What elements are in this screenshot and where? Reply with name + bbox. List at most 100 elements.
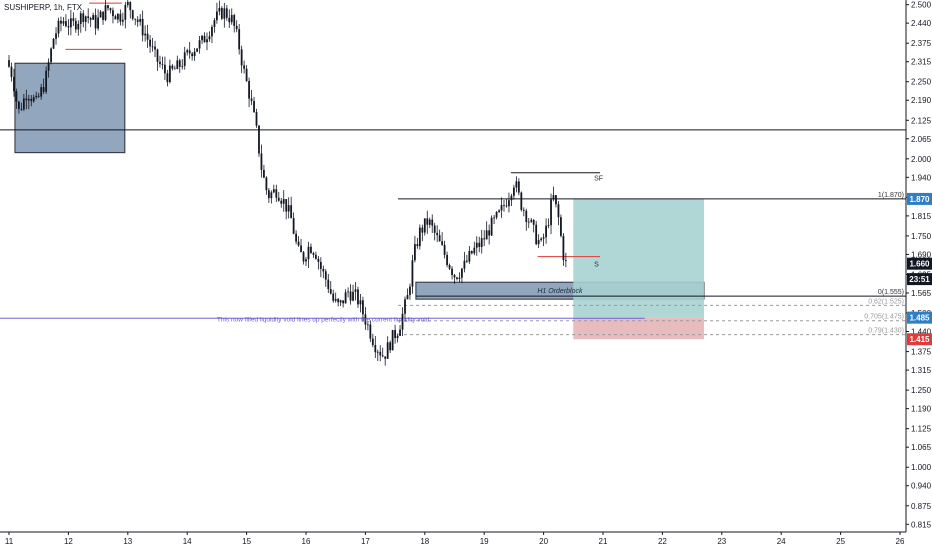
candle-body xyxy=(404,299,406,314)
price-tag-label: 1.485 xyxy=(909,314,930,323)
candle-body xyxy=(337,298,340,303)
candle-body xyxy=(65,21,67,27)
candle-body xyxy=(532,219,535,225)
candle-body xyxy=(418,227,421,247)
candle-body xyxy=(119,13,122,22)
time-tick-label: 24 xyxy=(777,537,786,546)
time-tick-label: 15 xyxy=(242,537,251,546)
candle-body xyxy=(267,190,270,199)
candle-body xyxy=(230,15,233,23)
symbol-header: SUSHIPERP, 1h, FTX xyxy=(4,3,83,12)
price-tick-label: 1.375 xyxy=(911,348,932,357)
candle-body xyxy=(77,23,80,30)
candle-body xyxy=(22,98,25,110)
candle-body xyxy=(245,68,248,82)
candle-body xyxy=(319,261,322,269)
candle-body xyxy=(263,169,265,178)
candle-body xyxy=(448,264,451,269)
candle-body xyxy=(218,8,221,12)
candle-body xyxy=(426,218,429,225)
candle-body xyxy=(8,60,10,67)
candle-body xyxy=(461,268,463,278)
levels-layer xyxy=(0,2,906,336)
candle-body xyxy=(193,51,196,57)
candle-body xyxy=(42,87,45,92)
price-tag-label: 1.660 xyxy=(909,260,930,269)
candle-body xyxy=(347,291,349,293)
labels-layer: H1 Orderblock 1(1.870) 0(1.555) 0.62(1.525)… xyxy=(217,175,904,334)
candle-body xyxy=(305,259,307,262)
candle-body xyxy=(117,13,119,20)
candle-body xyxy=(67,26,70,28)
candle-body xyxy=(45,70,48,92)
candle-body xyxy=(339,300,342,303)
candle-body xyxy=(146,33,149,40)
candle-body xyxy=(144,33,147,36)
candle-body xyxy=(99,11,102,18)
candle-body xyxy=(500,204,503,211)
candle-body xyxy=(57,20,60,34)
candle-body xyxy=(10,66,13,77)
candle-body xyxy=(453,274,456,278)
candle-body xyxy=(141,18,144,36)
liquidity-void-note: This now filled liquidity void lines up … xyxy=(217,316,431,323)
candle-body xyxy=(391,330,394,351)
candle-body xyxy=(102,11,104,20)
time-axis-background xyxy=(0,532,932,550)
candle-body xyxy=(47,62,50,71)
candle-body xyxy=(203,35,206,43)
candle-body xyxy=(564,259,567,261)
candle-body xyxy=(129,1,132,11)
candle-body xyxy=(74,20,77,30)
candle-body xyxy=(183,52,186,66)
candle-body xyxy=(547,225,550,226)
time-tick-label: 20 xyxy=(539,537,548,546)
candles-layer xyxy=(8,0,567,366)
candle-body xyxy=(463,260,466,269)
candle-body xyxy=(386,342,389,359)
orderblock-zone xyxy=(14,62,126,154)
candle-body xyxy=(287,205,290,212)
candle-body xyxy=(164,64,166,74)
price-tick-label: 0.940 xyxy=(911,482,932,491)
candle-body xyxy=(260,153,263,170)
price-tag xyxy=(907,257,932,270)
time-tick-label: 25 xyxy=(836,537,845,546)
time-tick-label: 12 xyxy=(64,537,73,546)
candle-body xyxy=(37,95,40,97)
candle-body xyxy=(483,238,486,240)
price-tag-label: 1.870 xyxy=(909,195,930,204)
candle-body xyxy=(139,18,142,22)
candle-body xyxy=(208,36,211,40)
candle-body xyxy=(238,29,241,50)
time-tick-label: 14 xyxy=(183,537,192,546)
candle-body xyxy=(451,268,453,275)
annotation-label: SF xyxy=(594,175,603,182)
price-tag xyxy=(907,192,932,205)
candle-body xyxy=(495,211,498,218)
candle-body xyxy=(366,324,369,326)
candle-body xyxy=(513,187,515,196)
candle-body xyxy=(416,244,419,247)
price-tick-label: 2.250 xyxy=(911,78,932,87)
candle-body xyxy=(327,279,330,290)
price-tick-label: 2.440 xyxy=(911,19,932,28)
fib-level-label: 0.79(1.430) xyxy=(868,328,904,335)
price-tick-label: 1.000 xyxy=(911,463,932,472)
candle-body xyxy=(181,65,184,67)
candle-body xyxy=(411,260,414,287)
price-tick-label: 2.065 xyxy=(911,135,932,144)
candle-body xyxy=(50,48,52,63)
candle-body xyxy=(89,18,92,20)
candle-body xyxy=(107,5,109,9)
candle-body xyxy=(409,286,411,296)
candle-body xyxy=(104,5,107,20)
candle-body xyxy=(423,218,426,233)
candle-body xyxy=(436,232,439,236)
candle-body xyxy=(473,247,476,254)
candle-body xyxy=(324,271,327,280)
candle-body xyxy=(401,313,404,330)
candle-body xyxy=(62,21,65,24)
